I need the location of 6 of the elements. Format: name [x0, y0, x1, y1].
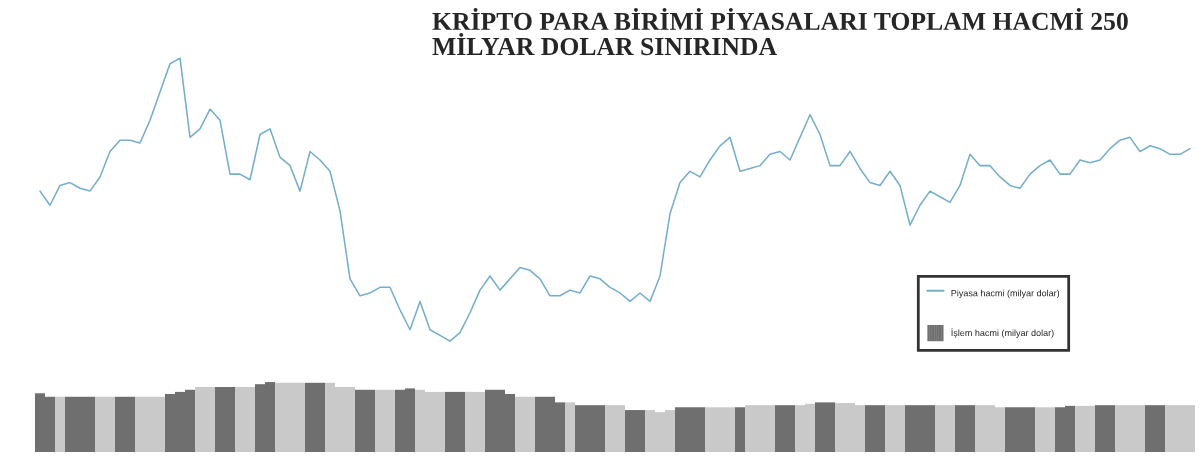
legend-label: İşlem hacmi (milyar dolar): [951, 328, 1054, 338]
legend-label: Piyasa hacmi (milyar dolar): [951, 289, 1060, 299]
chart-title: KRİPTO PARA BİRİMİ PİYASALARI TOPLAM HACMİ 250 MİLYAR DOLAR SINIRINDA: [432, 7, 1128, 56]
bar: [565, 402, 575, 452]
bar: [55, 396, 65, 452]
bar: [735, 407, 745, 452]
